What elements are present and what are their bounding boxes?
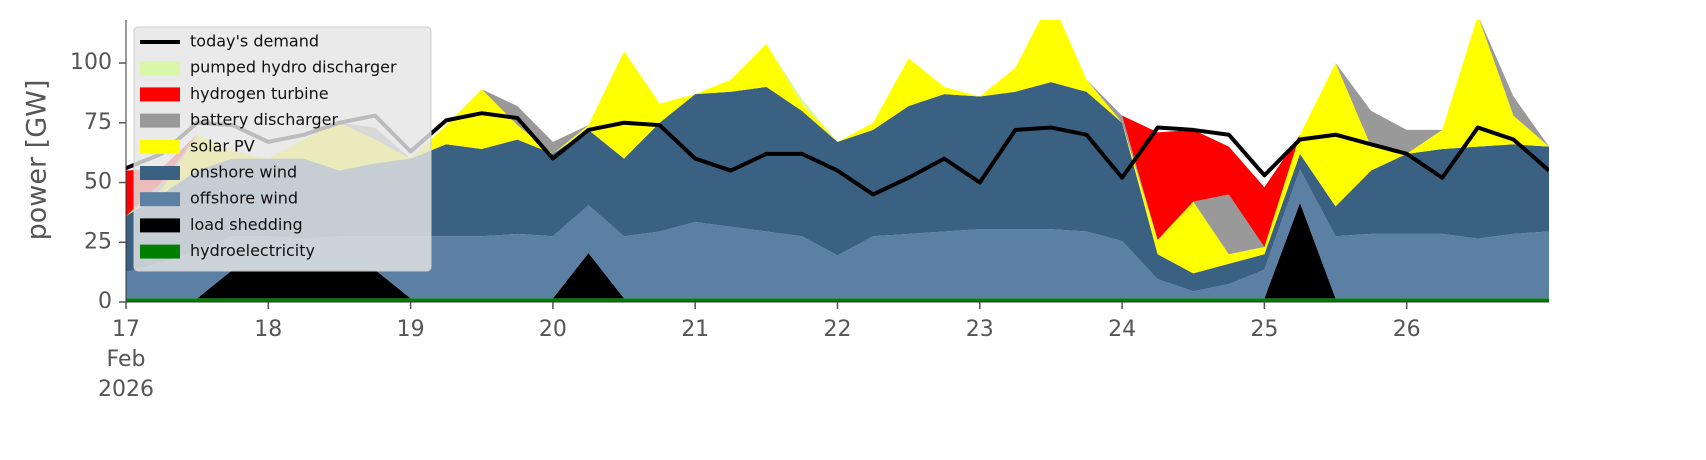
stacked-area — [126, 20, 1549, 248]
y-tick-label: 100 — [70, 50, 112, 75]
stacked-area — [126, 82, 1549, 292]
x-tick-label: 18 — [254, 317, 282, 342]
legend-swatch — [140, 192, 180, 207]
legend-label: load shedding — [190, 215, 303, 234]
legend: today's demand pumped hydro discharger hyd… — [133, 26, 432, 272]
stacked-area — [126, 169, 1549, 299]
legend-label: onshore wind — [190, 163, 297, 182]
legend-swatch — [140, 113, 180, 128]
legend-label: today's demand — [190, 32, 319, 51]
x-date-label: Feb — [107, 347, 146, 372]
y-tick-label: 0 — [98, 289, 112, 314]
legend-label: battery discharger — [190, 110, 338, 129]
y-axis-label: power [GW] — [22, 80, 53, 241]
x-tick-label: 19 — [397, 317, 425, 342]
x-tick-label: 21 — [681, 317, 709, 342]
legend-swatch — [140, 218, 180, 233]
stacked-area — [126, 202, 1549, 299]
x-tick-label: 26 — [1393, 317, 1421, 342]
x-tick-label: 20 — [539, 317, 567, 342]
legend-swatch — [140, 87, 180, 102]
stacked-area — [126, 298, 1549, 302]
legend-swatch — [140, 61, 180, 76]
legend-label: hydrogen turbine — [190, 84, 329, 103]
legend-label: hydroelectricity — [190, 241, 315, 260]
y-tick-label: 25 — [84, 229, 112, 254]
x-tick-label: 25 — [1250, 317, 1278, 342]
plot-area — [126, 20, 1549, 302]
y-tick-label: 50 — [84, 170, 112, 195]
x-tick-label: 22 — [824, 317, 852, 342]
legend-label: pumped hydro discharger — [190, 58, 397, 77]
x-date-label: 2026 — [98, 377, 154, 402]
legend-swatch — [140, 244, 180, 259]
legend-label: solar PV — [190, 136, 255, 155]
x-tick-label: 23 — [966, 317, 994, 342]
legend-label: offshore wind — [190, 189, 298, 208]
legend-swatch — [140, 139, 180, 154]
stacked-area — [126, 20, 1549, 274]
x-tick-label: 17 — [112, 317, 140, 342]
legend-swatch — [140, 166, 180, 180]
legend-box — [133, 26, 432, 272]
x-tick-label: 24 — [1108, 317, 1136, 342]
y-tick-label: 75 — [84, 110, 112, 135]
